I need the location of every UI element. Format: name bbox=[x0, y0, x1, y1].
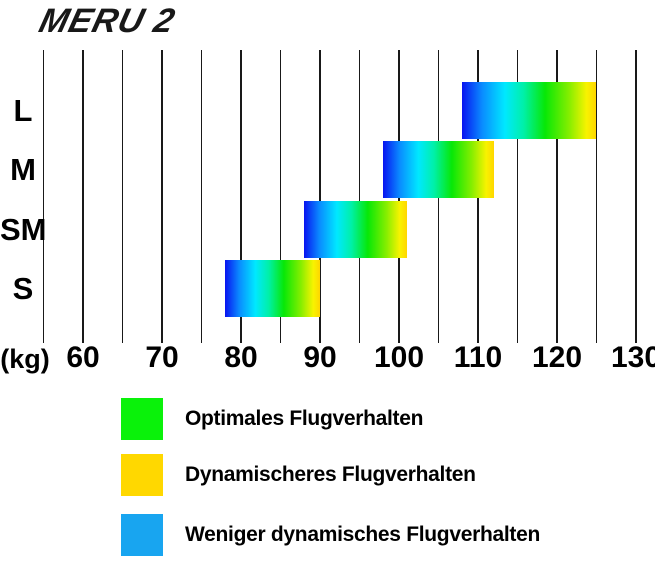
legend-item-more-dynamic: Dynamischeres Flugverhalten bbox=[121, 454, 476, 496]
gridline-55 bbox=[43, 50, 44, 343]
weight-range-bar-s bbox=[225, 260, 320, 317]
blue-swatch bbox=[121, 514, 163, 556]
x-tick-label-110: 110 bbox=[453, 341, 503, 374]
size-label-l: L bbox=[13, 93, 33, 128]
weight-range-bar-l bbox=[462, 82, 597, 139]
chart-area: (kg) 60 70 80 90 100 110 120 130 L M SM S bbox=[0, 50, 655, 374]
x-tick-label-90: 90 bbox=[303, 341, 337, 374]
gridline-95 bbox=[359, 50, 360, 343]
green-swatch bbox=[121, 398, 163, 440]
gridline-120 bbox=[556, 50, 558, 343]
yellow-swatch bbox=[121, 454, 163, 496]
gridline-75 bbox=[201, 50, 202, 343]
size-label-sm: SM bbox=[0, 212, 47, 247]
gridline-130 bbox=[635, 50, 637, 343]
gridline-60 bbox=[82, 50, 84, 343]
x-tick-label-130: 130 bbox=[610, 341, 655, 374]
legend-label: Weniger dynamisches Flugverhalten bbox=[185, 523, 540, 546]
gridline-80 bbox=[240, 50, 242, 343]
size-label-m: M bbox=[10, 152, 36, 187]
legend-item-optimal: Optimales Flugverhalten bbox=[121, 398, 423, 440]
axis-unit-label: (kg) bbox=[0, 344, 50, 374]
x-tick-label-80: 80 bbox=[224, 341, 258, 374]
gridline-125 bbox=[596, 50, 597, 343]
legend-label: Dynamischeres Flugverhalten bbox=[185, 463, 476, 486]
gridline-90 bbox=[319, 50, 321, 343]
gridline-115 bbox=[517, 50, 518, 343]
legend-item-less-dynamic: Weniger dynamisches Flugverhalten bbox=[121, 514, 540, 556]
legend-label: Optimales Flugverhalten bbox=[185, 407, 424, 430]
gridline-85 bbox=[280, 50, 281, 343]
x-tick-label-70: 70 bbox=[145, 341, 179, 374]
size-label-s: S bbox=[12, 271, 34, 306]
x-tick-label-60: 60 bbox=[66, 341, 100, 374]
x-tick-label-120: 120 bbox=[531, 341, 583, 374]
x-tick-label-100: 100 bbox=[373, 341, 425, 374]
gridline-70 bbox=[161, 50, 163, 343]
gridline-65 bbox=[122, 50, 123, 343]
weight-range-bar-sm bbox=[304, 201, 407, 258]
weight-range-bar-m bbox=[383, 141, 494, 198]
